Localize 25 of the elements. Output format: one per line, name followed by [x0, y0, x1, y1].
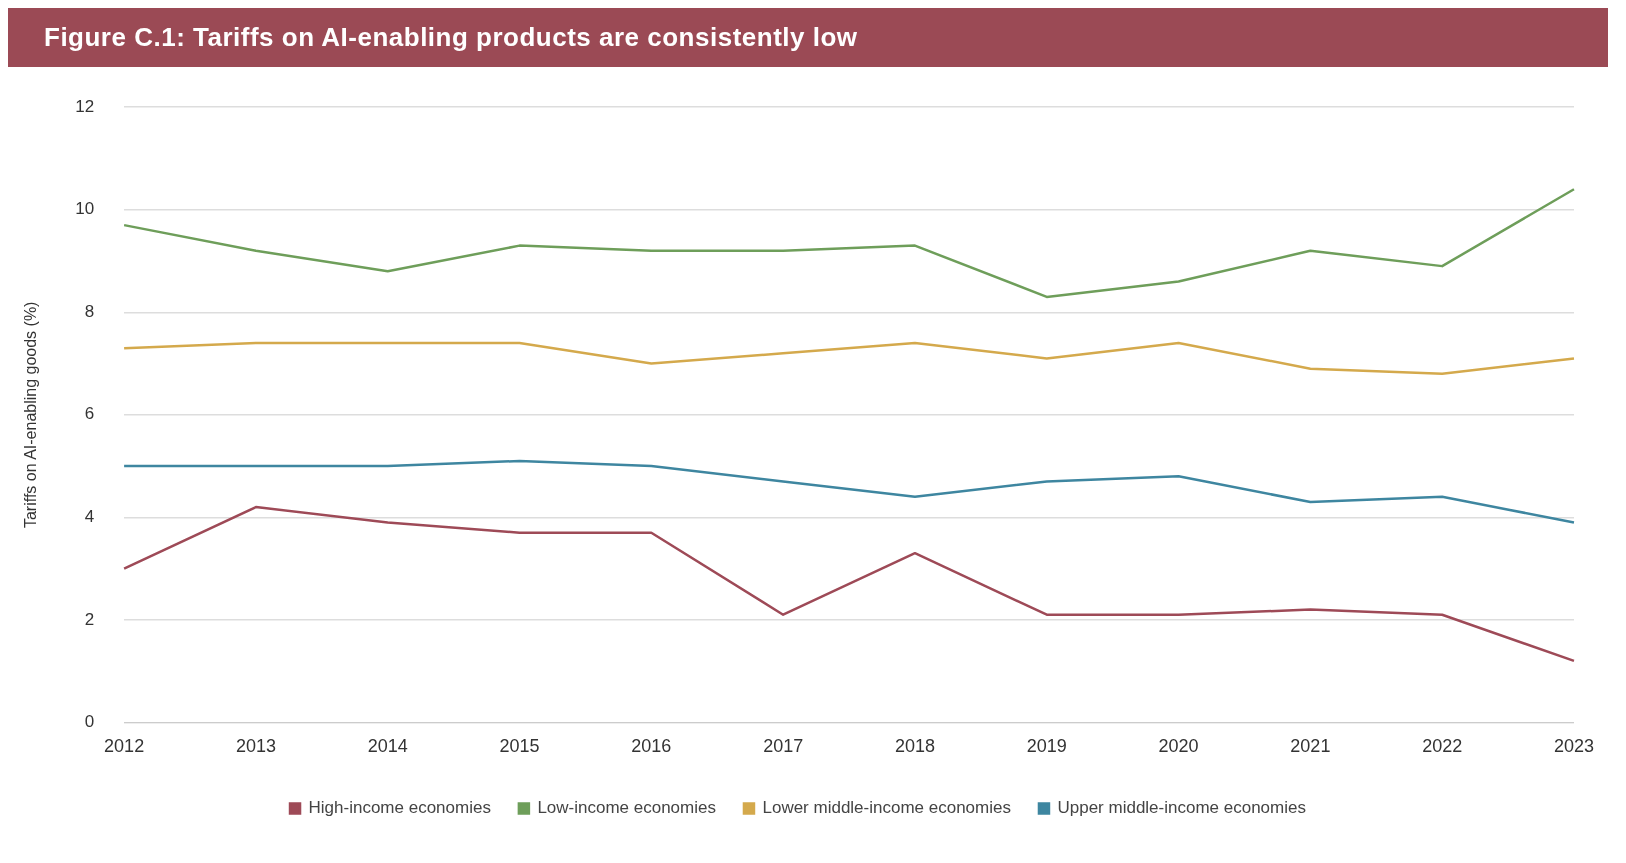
x-tick-label: 2022: [1422, 736, 1463, 757]
legend-label: High-income economies: [308, 798, 491, 818]
y-tick-label: 4: [84, 507, 95, 527]
x-tick-label: 2015: [499, 736, 540, 757]
legend-label: Lower middle-income economies: [762, 798, 1011, 818]
y-tick-label: 8: [84, 301, 95, 321]
legend-label: Low-income economies: [537, 798, 716, 818]
y-tick-label: 2: [84, 609, 95, 629]
x-tick-label: 2021: [1290, 736, 1331, 757]
legend-label: Upper middle-income economies: [1057, 798, 1306, 818]
chart-title: Figure C.1: Tariffs on AI-enabling products are consistently low: [8, 8, 1608, 67]
x-tick-label: 2013: [235, 736, 276, 757]
y-tick-label: 0: [84, 712, 95, 732]
x-tick-label: 2020: [1158, 736, 1199, 757]
x-tick-label: 2012: [104, 736, 145, 757]
x-tick-label: 2018: [894, 736, 935, 757]
y-tick-label: 6: [84, 404, 95, 424]
y-tick-label: 10: [75, 199, 95, 219]
x-tick-label: 2019: [1026, 736, 1067, 757]
x-tick-label: 2016: [631, 736, 672, 757]
y-tick-label: 12: [75, 96, 95, 116]
y-axis-title: Tariffs on AI-enabling goods (%): [22, 301, 40, 529]
x-tick-label: 2014: [367, 736, 408, 757]
x-tick-label: 2023: [1553, 736, 1594, 757]
x-tick-label: 2017: [763, 736, 804, 757]
